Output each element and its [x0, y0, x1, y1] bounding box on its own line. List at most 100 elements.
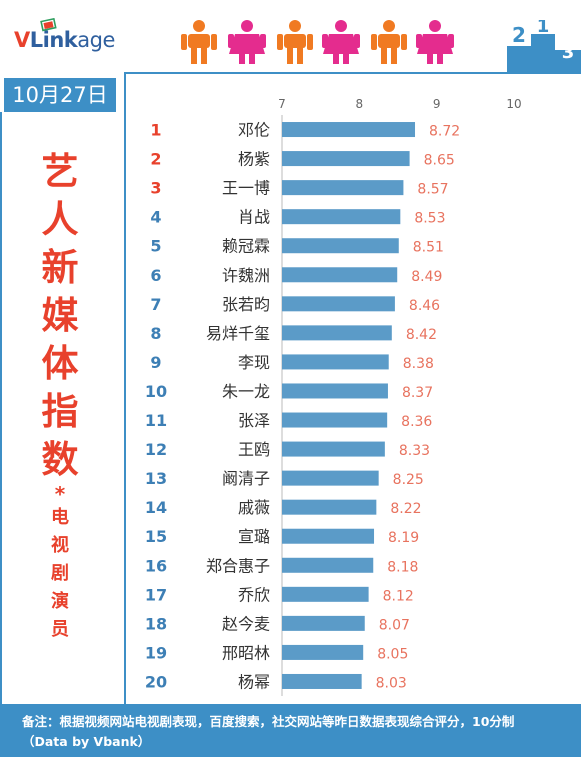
artist-name-label: 戚薇 [238, 498, 270, 517]
person-male-icon [181, 20, 217, 64]
artist-name-label: 肖战 [238, 208, 270, 227]
person-male-icon [277, 20, 313, 64]
bar [282, 209, 401, 225]
rank-label: 4 [150, 208, 161, 227]
artist-name-label: 杨紫 [238, 150, 270, 169]
subtitle-char: 员 [51, 619, 69, 640]
rank-label: 17 [145, 585, 167, 604]
bar [282, 296, 395, 312]
footer-note-line1: 备注：根据视频网站电视剧表现，百度搜索，社交网站等昨日数据表现综合评分，10分制 [22, 714, 515, 729]
bar [282, 383, 388, 399]
rank-label: 3 [150, 179, 161, 198]
bar [282, 238, 399, 254]
ranking-bar-chart: 7 8 9 10 1 邓伦 8.72 2 杨紫 8.65 3 王一博 8.57 4 肖战 8.53 5 赖冠霖 8.… [145, 97, 522, 696]
x-tick-label: 8 [356, 97, 364, 111]
bar [282, 499, 377, 515]
x-tick-label: 7 [278, 97, 286, 111]
artist-name-label: 乔欣 [238, 585, 270, 604]
vlinkage-logo: VLinkage [14, 28, 115, 52]
svg-text:1: 1 [537, 20, 550, 37]
bar [282, 180, 404, 196]
people-icons [181, 20, 454, 64]
header: VLinkage 2 1 3 [0, 0, 581, 72]
bar [282, 615, 365, 631]
value-label: 8.05 [377, 646, 408, 662]
rank-label: 20 [145, 672, 167, 691]
artist-name-label: 杨幂 [238, 672, 270, 691]
rank-label: 11 [145, 411, 167, 430]
value-label: 8.72 [429, 124, 460, 140]
rank-label: 2 [150, 150, 161, 169]
bar [282, 354, 389, 370]
value-label: 8.25 [393, 472, 424, 488]
rank-label: 8 [150, 324, 161, 343]
svg-text:3: 3 [562, 42, 575, 63]
artist-name-label: 阚清子 [222, 469, 270, 488]
value-label: 8.19 [388, 530, 419, 546]
bar [282, 441, 385, 457]
rank-label: 16 [145, 556, 167, 575]
rank-label: 6 [150, 266, 161, 285]
rank-label: 18 [145, 614, 167, 633]
artist-name-label: 易烊千玺 [206, 324, 270, 343]
value-label: 8.37 [402, 385, 433, 401]
rank-label: 1 [150, 121, 161, 140]
rank-label: 19 [145, 643, 167, 662]
value-label: 8.36 [401, 414, 432, 430]
value-label: 8.18 [387, 559, 418, 575]
value-label: 8.46 [409, 298, 440, 314]
title-char: 媒 [41, 294, 79, 337]
value-label: 8.42 [406, 327, 437, 343]
title-char: 指 [41, 390, 79, 433]
rank-label: 14 [145, 498, 167, 517]
title-char: 体 [41, 342, 79, 385]
bar [282, 528, 375, 544]
value-label: 8.57 [417, 182, 448, 198]
subtitle-char: 剧 [51, 563, 69, 584]
value-label: 8.38 [403, 356, 434, 372]
title-char: 艺 [41, 150, 79, 193]
footer-note: 备注：根据视频网站电视剧表现，百度搜索，社交网站等昨日数据表现综合评分，10分制… [22, 712, 572, 752]
rank-label: 12 [145, 440, 167, 459]
bar [282, 325, 392, 341]
left-border [0, 112, 2, 704]
svg-text:2: 2 [512, 23, 526, 47]
artist-name-label: 宣璐 [238, 527, 270, 546]
artist-name-label: 张若昀 [222, 295, 270, 314]
bar [282, 673, 362, 689]
artist-name-label: 李现 [238, 353, 270, 372]
bar [282, 151, 410, 167]
person-female-icon [228, 20, 266, 64]
title-char: 人 [41, 198, 79, 241]
podium-icon: 2 1 3 [507, 20, 581, 72]
artist-name-label: 许魏洲 [222, 266, 270, 285]
subtitle-char: 视 [51, 535, 69, 556]
artist-name-label: 朱一龙 [222, 382, 270, 401]
footer: 备注：根据视频网站电视剧表现，百度搜索，社交网站等昨日数据表现综合评分，10分制… [0, 704, 581, 757]
artist-name-label: 王鸥 [238, 440, 270, 459]
bar [282, 267, 398, 283]
value-label: 8.07 [379, 617, 410, 633]
value-label: 8.65 [424, 153, 455, 169]
footer-note-line2: （Data by Vbank） [22, 734, 151, 749]
sidebar-divider [124, 74, 126, 704]
subtitle-char: 电 [51, 507, 69, 528]
rank-label: 15 [145, 527, 167, 546]
header-divider [124, 72, 581, 74]
bar [282, 557, 374, 573]
artist-name-label: 王一博 [222, 179, 270, 198]
rank-label: 10 [145, 382, 167, 401]
person-female-icon [416, 20, 454, 64]
title-char: 新 [41, 246, 79, 289]
title-star: * [54, 482, 66, 506]
person-male-icon [371, 20, 407, 64]
date-label: 10月27日 [12, 83, 108, 107]
artist-name-label: 邓伦 [238, 121, 270, 140]
value-label: 8.53 [414, 211, 445, 227]
value-label: 8.51 [413, 240, 444, 256]
value-label: 8.49 [411, 269, 442, 285]
date-badge: 10月27日 [4, 78, 116, 112]
value-label: 8.33 [399, 443, 430, 459]
logo-mark-icon [40, 18, 57, 32]
title-char: 数 [41, 438, 79, 481]
